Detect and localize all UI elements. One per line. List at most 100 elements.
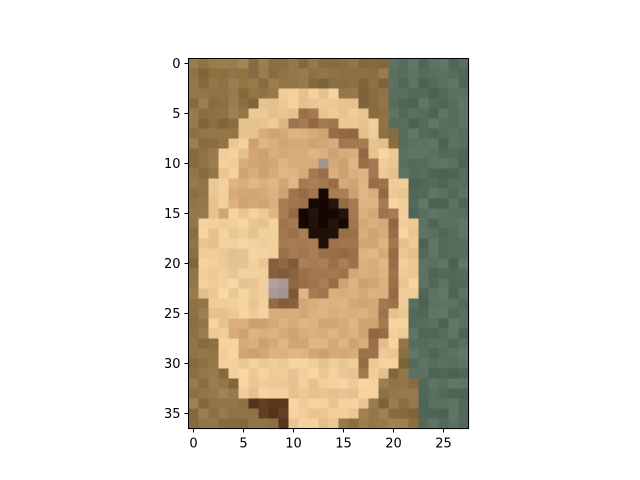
image-pixel [438,58,450,70]
image-pixel [238,88,250,100]
image-pixel [348,298,360,310]
image-pixel [418,378,430,390]
image-pixel [298,348,310,360]
image-pixel [198,358,210,370]
image-pixel [258,228,270,240]
image-pixel [188,128,200,140]
image-pixel [218,218,230,230]
image-pixel [288,208,300,220]
image-pixel [228,378,240,390]
image-pixel [198,108,210,120]
image-pixel [278,308,290,320]
image-pixel [248,208,260,220]
image-pixel [418,348,430,360]
image-pixel [428,348,440,360]
image-pixel [408,88,420,100]
image-pixel [398,198,410,210]
image-pixel [428,78,440,90]
image-pixel [398,298,410,310]
image-pixel [308,258,320,270]
image-pixel [308,388,320,400]
image-pixel [448,118,460,130]
image-pixel [318,188,330,200]
image-pixel [278,348,290,360]
image-pixel [428,308,440,320]
image-pixel [408,398,420,410]
image-pixel [288,278,300,290]
image-pixel [368,168,380,180]
image-pixel [368,398,380,410]
image-pixel [218,188,230,200]
image-pixel [288,118,300,130]
image-pixel [418,318,430,330]
image-pixel [388,228,400,240]
image-pixel [428,338,440,350]
image-pixel [348,178,360,190]
image-pixel [288,198,300,210]
image-pixel [268,328,280,340]
image-pixel [218,58,230,70]
image-pixel [328,338,340,350]
image-pixel [388,408,400,420]
image-pixel [218,148,230,160]
image-pixel [408,258,420,270]
image-pixel [188,208,200,220]
image-pixel [458,158,470,170]
image-pixel [318,248,330,260]
image-pixel [218,308,230,320]
image-pixel [458,88,470,100]
image-pixel [308,348,320,360]
image-pixel [228,398,240,410]
image-pixel [208,318,220,330]
image-pixel [328,108,340,120]
image-pixel [188,58,200,70]
image-pixel [418,228,430,240]
image-pixel [328,398,340,410]
image-pixel [448,98,460,110]
image-pixel [358,78,370,90]
image-pixel [188,108,200,120]
image-pixel [408,298,420,310]
image-pixel [338,58,350,70]
image-pixel [348,278,360,290]
image-pixel [408,238,420,250]
image-pixel [218,198,230,210]
image-pixel [378,58,390,70]
image-pixel [298,268,310,280]
image-pixel [198,268,210,280]
image-pixel [368,228,380,240]
image-pixel [248,248,260,260]
image-pixel [268,128,280,140]
y-tick-label: 15 [164,207,181,222]
image-pixel [228,58,240,70]
image-pixel [208,388,220,400]
image-pixel [368,378,380,390]
image-pixel [338,108,350,120]
image-pixel [238,178,250,190]
image-pixel [258,398,270,410]
image-pixel [458,288,470,300]
image-pixel [238,78,250,90]
image-pixel [318,98,330,110]
image-pixel [208,418,220,430]
image-pixel [348,118,360,130]
image-pixel [288,178,300,190]
image-pixel [358,338,370,350]
image-pixel [288,158,300,170]
image-pixel [208,368,220,380]
image-pixel [218,98,230,110]
image-pixel [278,78,290,90]
image-pixel [338,208,350,220]
image-pixel [338,148,350,160]
image-pixel [438,108,450,120]
image-pixel [368,308,380,320]
image-pixel [368,148,380,160]
image-pixel [368,418,380,430]
image-pixel [238,188,250,200]
image-pixel [248,128,260,140]
image-pixel [298,58,310,70]
image-pixel [348,408,360,420]
image-pixel [278,258,290,270]
image-pixel [268,418,280,430]
image-pixel [418,148,430,160]
